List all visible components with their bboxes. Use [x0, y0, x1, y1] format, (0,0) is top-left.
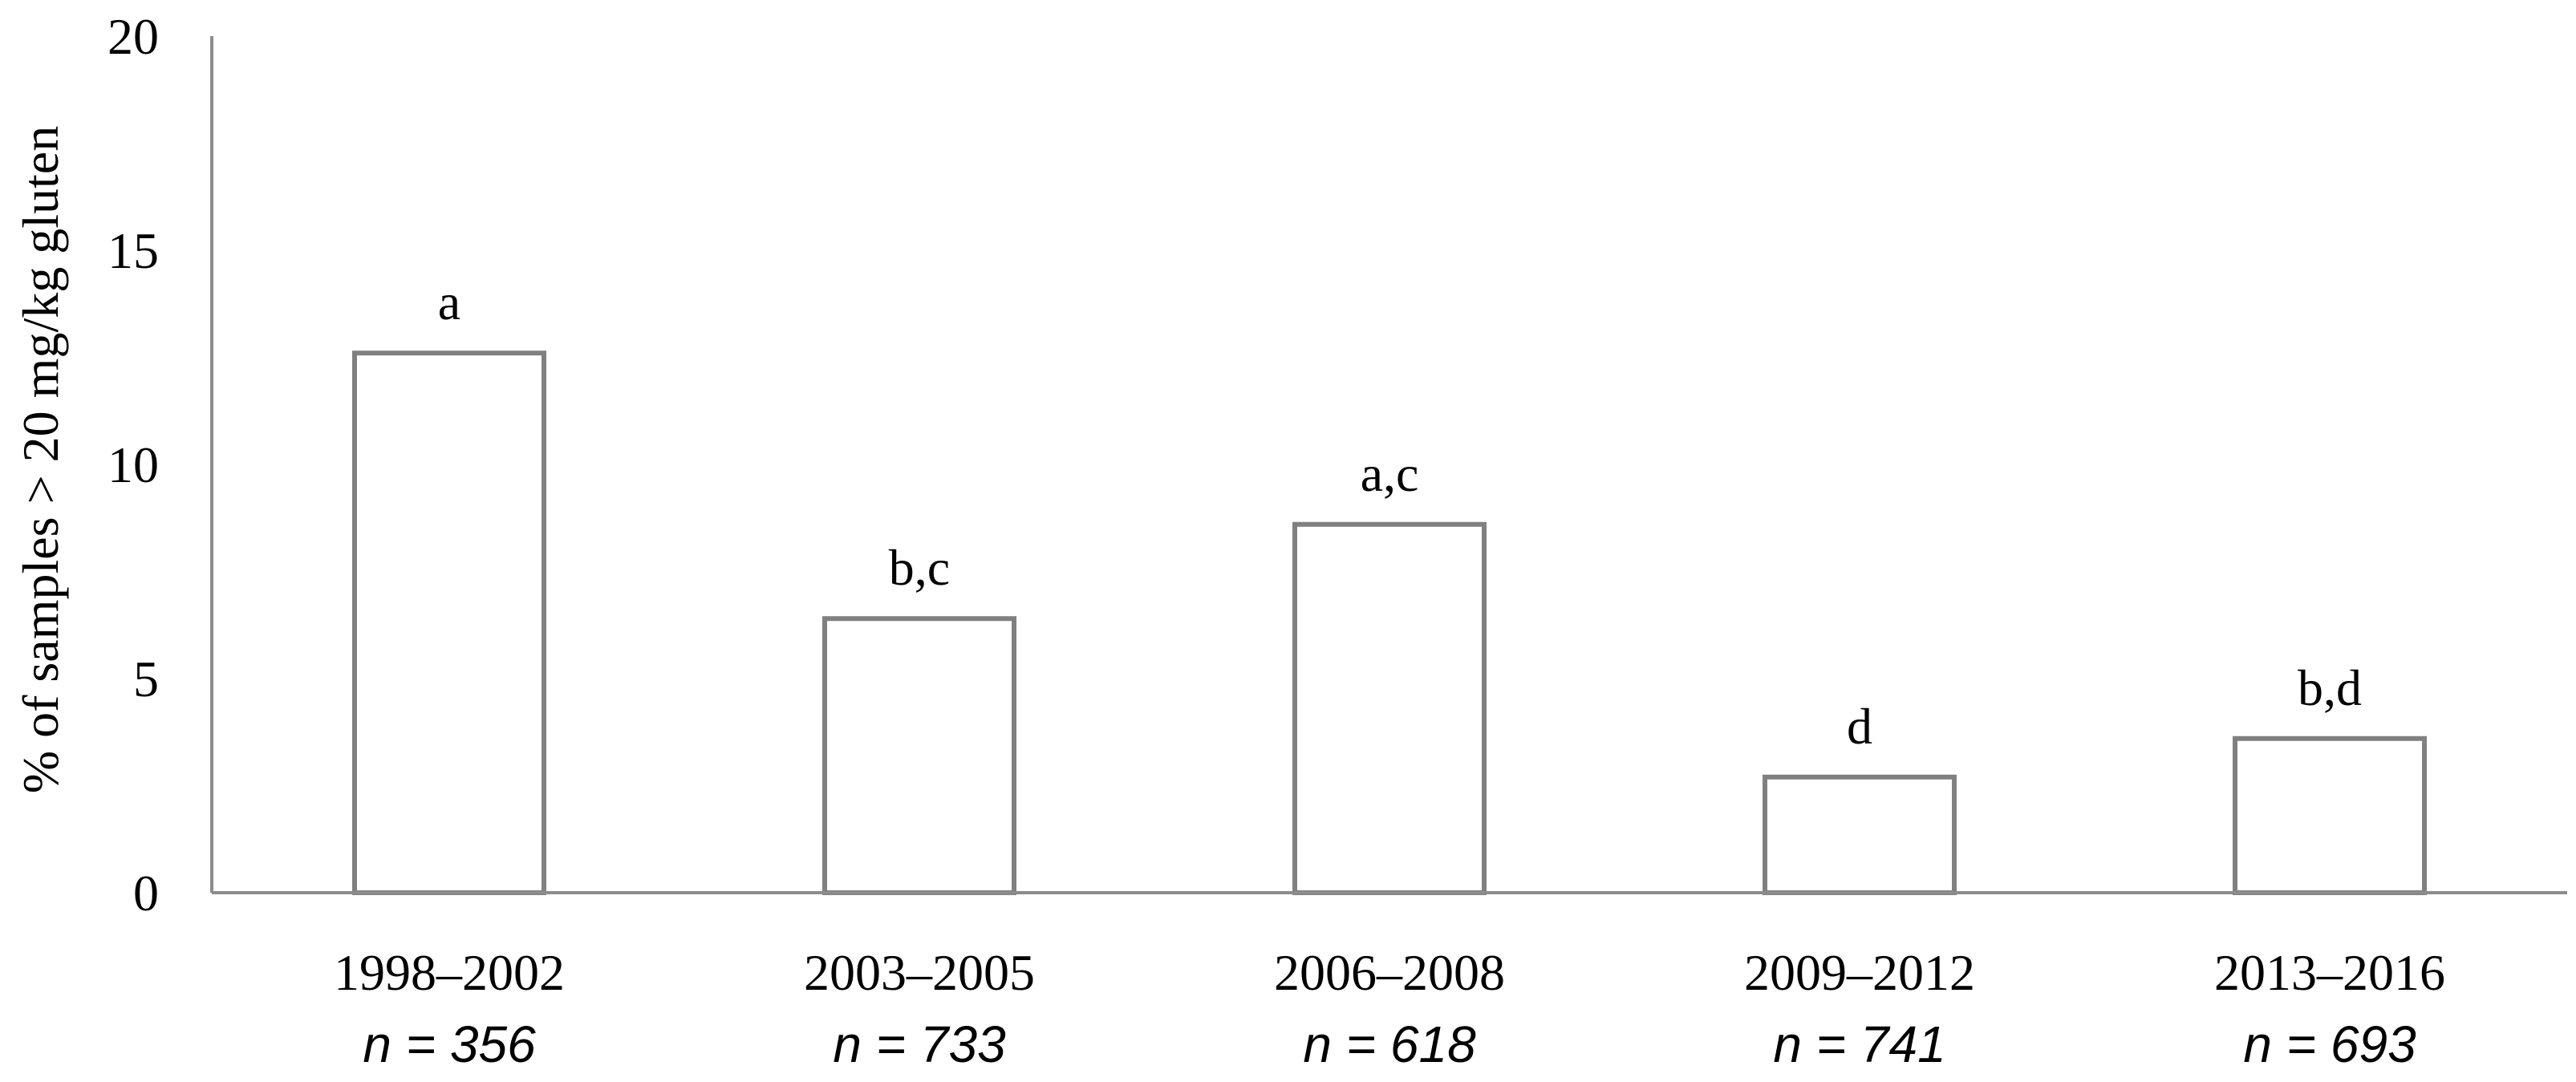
y-tick-label: 5: [133, 650, 159, 707]
bar: [1763, 774, 1957, 895]
significance-label: d: [1847, 698, 1872, 755]
significance-label: a: [438, 274, 460, 330]
sample-size-label: n = 741: [1773, 1015, 1945, 1073]
x-tick-label: 2003–2005: [804, 944, 1035, 1001]
sample-size-label: n = 618: [1303, 1015, 1476, 1073]
y-tick-label: 15: [108, 222, 159, 279]
sample-size-label: n = 693: [2243, 1015, 2416, 1073]
y-tick-label: 20: [108, 8, 159, 65]
y-axis-label: % of samples > 20 mg/kg gluten: [12, 126, 69, 793]
bar: [1292, 521, 1487, 895]
significance-labels: a b,c a,c d b,d: [438, 274, 2362, 755]
x-tick-label: 2013–2016: [2214, 944, 2445, 1001]
y-axis-ticks: 0 5 10 15 20: [108, 8, 159, 922]
significance-label: b,d: [2298, 659, 2362, 716]
sample-size-label: n = 733: [833, 1015, 1006, 1073]
y-tick-label: 0: [133, 865, 159, 922]
significance-label: b,c: [889, 539, 950, 596]
y-tick-label: 10: [108, 436, 159, 493]
x-axis-labels: 1998–2002 n = 356 2003–2005 n = 733 2006–200…: [334, 944, 2445, 1073]
bar: [352, 351, 546, 896]
bar: [2233, 736, 2427, 896]
significance-label: a,c: [1361, 445, 1419, 502]
sample-size-label: n = 356: [363, 1015, 536, 1073]
x-tick-label: 2009–2012: [1744, 944, 1975, 1001]
bars-group: [352, 351, 2427, 896]
bar: [822, 616, 1016, 895]
x-tick-label: 2006–2008: [1274, 944, 1505, 1001]
x-tick-label: 1998–2002: [334, 944, 565, 1001]
